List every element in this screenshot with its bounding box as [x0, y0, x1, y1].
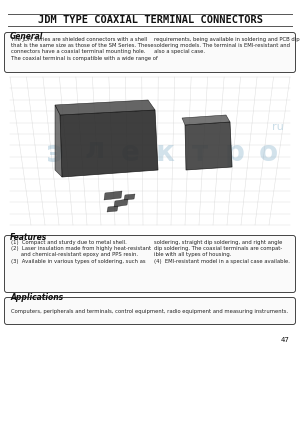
Text: к: к — [156, 139, 174, 167]
Text: л: л — [85, 136, 105, 164]
Text: Applications: Applications — [10, 293, 63, 302]
Polygon shape — [55, 105, 62, 177]
Text: The JDM Series are shielded connectors with a shell
that is the same size as tho: The JDM Series are shielded connectors w… — [11, 37, 158, 61]
Text: Features: Features — [10, 233, 47, 242]
Text: т: т — [192, 139, 208, 167]
Polygon shape — [185, 122, 232, 170]
Polygon shape — [55, 100, 155, 115]
Polygon shape — [182, 115, 230, 125]
Text: JDM TYPE COAXIAL TERMINAL CONNECTORS: JDM TYPE COAXIAL TERMINAL CONNECTORS — [38, 15, 262, 25]
Text: Computers, peripherals and terminals, control equipment, radio equipment and mea: Computers, peripherals and terminals, co… — [11, 309, 289, 314]
Text: General: General — [10, 32, 43, 41]
FancyBboxPatch shape — [4, 32, 296, 73]
Text: ru: ru — [272, 122, 284, 132]
Polygon shape — [114, 199, 128, 207]
Text: е: е — [121, 139, 140, 167]
Polygon shape — [107, 206, 118, 212]
Polygon shape — [124, 194, 135, 200]
Text: о: о — [258, 139, 278, 167]
Polygon shape — [104, 191, 122, 200]
Text: э: э — [46, 139, 64, 167]
Text: (1)  Compact and sturdy due to metal shell.
(2)  Laser insulation made from high: (1) Compact and sturdy due to metal shel… — [11, 240, 151, 264]
FancyBboxPatch shape — [4, 298, 296, 325]
Text: requirements, being available in soldering and PCB dip
soldering models. The ter: requirements, being available in solderi… — [154, 37, 300, 54]
Text: 47: 47 — [281, 337, 290, 343]
Text: р: р — [225, 139, 245, 167]
Polygon shape — [60, 110, 158, 177]
Text: soldering, straight dip soldering, and right angle
dip soldering. The coaxial te: soldering, straight dip soldering, and r… — [154, 240, 290, 264]
FancyBboxPatch shape — [4, 235, 296, 292]
